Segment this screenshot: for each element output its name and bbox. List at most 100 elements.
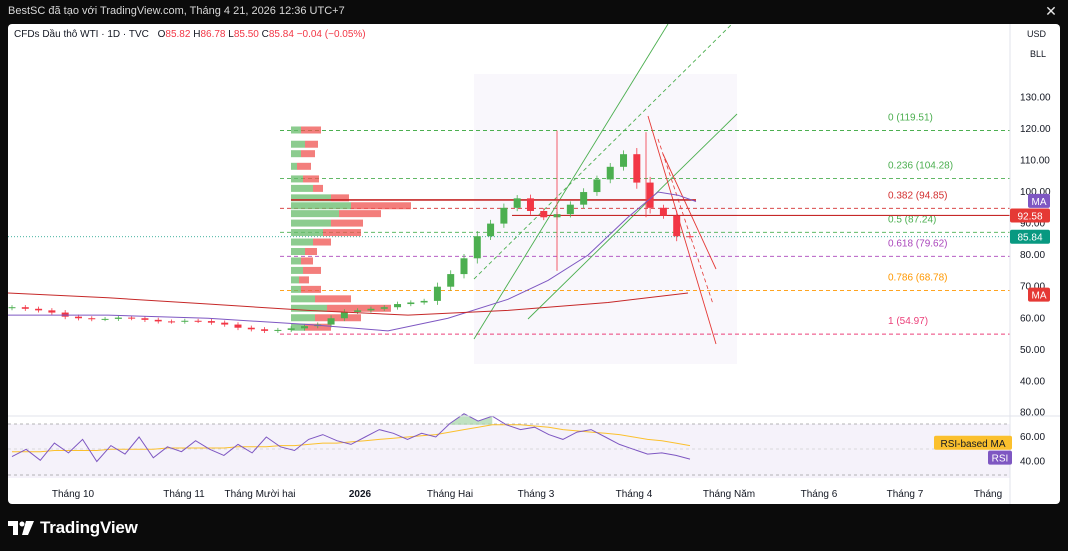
volume-profile-up [291, 210, 339, 218]
volume-profile-up [291, 175, 303, 183]
candle-body [247, 327, 255, 330]
candle-body [407, 302, 415, 305]
rsi-tag [988, 450, 1012, 465]
volume-profile-up [291, 202, 351, 210]
candle-body [526, 198, 534, 211]
rsi-tick: 60.00 [1020, 432, 1045, 443]
volume-profile-up [291, 184, 313, 192]
price-tag [1028, 193, 1050, 208]
symbol-title: CFDs Dầu thô WTI · 1D · TVC [14, 29, 149, 40]
volume-profile-up [291, 276, 299, 284]
symbol-legend: CFDs Dầu thô WTI · 1D · TVC O85.82 H86.7… [14, 29, 366, 40]
fib-level-label: 0.618 (79.62) [888, 238, 948, 249]
volume-profile-up [291, 238, 313, 246]
price-tag [1010, 208, 1050, 223]
candle-body [354, 310, 362, 312]
volume-profile-up [291, 304, 327, 312]
currency-label: USD [1026, 29, 1046, 39]
candle-body [274, 329, 282, 331]
tradingview-logo: TradingView [8, 516, 138, 540]
candle-body [48, 310, 56, 313]
volume-profile-down [339, 210, 381, 218]
volume-profile-up [291, 140, 305, 148]
window-title: BestSC đã tạo với TradingView.com, Tháng… [0, 0, 1068, 24]
price-tag-label: MA [1032, 197, 1047, 208]
candle-body [380, 307, 388, 309]
down-channel-lower [647, 115, 717, 345]
rsi-line [11, 413, 691, 463]
rsi-tick: 80.00 [1020, 408, 1045, 419]
chart-panel[interactable]: CFDs Dầu thô WTI · 1D · TVC O85.82 H86.7… [8, 24, 1060, 504]
price-tick: 130.00 [1020, 92, 1051, 103]
price-chart[interactable]: 0 (119.51) 0.236 (104.28) 0.382 (94.85) 0.5… [8, 24, 1060, 504]
candle-body [620, 154, 628, 167]
candle-body [168, 321, 176, 323]
fib-level-label: 0.786 (68.78) [888, 273, 948, 284]
candle-body [500, 207, 508, 224]
channel-zone [474, 74, 737, 364]
unit-label: BLL [1029, 49, 1046, 59]
ma-line-fast [8, 191, 697, 332]
fib-level-label: 0 (119.51) [888, 112, 933, 123]
volume-profile-down [297, 162, 311, 170]
tradingview-wordmark: TradingView [40, 518, 138, 537]
candle-body [433, 286, 441, 301]
rsi-ma-line [12, 424, 691, 453]
candle-body [287, 328, 295, 330]
down-channel-upper [662, 153, 717, 270]
candle-body [566, 204, 574, 215]
price-tag-label: MA [1032, 291, 1047, 302]
volume-profile-up [291, 314, 315, 322]
close-icon[interactable]: ✕ [1045, 3, 1057, 19]
volume-profile-down [301, 285, 321, 293]
price-tick: 40.00 [1020, 376, 1045, 387]
volume-profile-down [303, 266, 321, 274]
candle-body [221, 322, 229, 325]
candle-body [487, 223, 495, 237]
price-tick: 90.00 [1020, 219, 1045, 230]
channel-lower [527, 113, 738, 320]
candle-body [141, 318, 149, 320]
candle-body [327, 318, 335, 325]
channel-upper [473, 24, 669, 340]
volume-profile-down [305, 247, 317, 255]
tradingview-logo-icon [8, 521, 34, 535]
candle-body [394, 304, 402, 308]
candle-body [300, 326, 308, 329]
price-tag [1028, 287, 1050, 302]
fib-level-label: 0.236 (104.28) [888, 161, 953, 172]
candle-body [207, 321, 215, 323]
rsi-band [8, 424, 1010, 478]
volume-profile-down [315, 314, 361, 322]
high-value: 86.78 [200, 29, 226, 40]
volume-profile-up [291, 150, 301, 158]
volume-profile-up [291, 229, 323, 237]
time-axis-label: Tháng 6 [801, 489, 838, 500]
rsi-tag [934, 435, 1012, 450]
candle-body [580, 192, 588, 205]
volume-profile-up [291, 162, 297, 170]
time-axis-label: Tháng 10 [52, 489, 95, 500]
volume-profile-up [291, 257, 301, 265]
open-value: 85.82 [165, 29, 191, 40]
candle-body [101, 318, 109, 320]
candle-body [74, 316, 82, 319]
candle-body [154, 319, 162, 322]
volume-profile-down [301, 126, 321, 134]
volume-profile-down [331, 194, 349, 202]
volume-profile-down [323, 229, 361, 237]
volume-profile-down [301, 257, 313, 265]
title-text: BestSC đã tạo với TradingView.com, Tháng… [8, 5, 345, 17]
volume-profile-up [291, 285, 301, 293]
candle-body [194, 320, 202, 322]
time-axis-label: Tháng 3 [518, 489, 555, 500]
volume-profile-down [305, 140, 318, 148]
fib-level-label: 0.5 (87.24) [888, 214, 936, 225]
candle-body [234, 324, 242, 328]
volume-profile-down [351, 202, 411, 210]
candle-body [261, 329, 269, 331]
candle-body [420, 300, 428, 303]
volume-profile-down [313, 238, 331, 246]
candle-body [181, 320, 189, 322]
price-tag-label: 85.84 [1017, 233, 1042, 244]
